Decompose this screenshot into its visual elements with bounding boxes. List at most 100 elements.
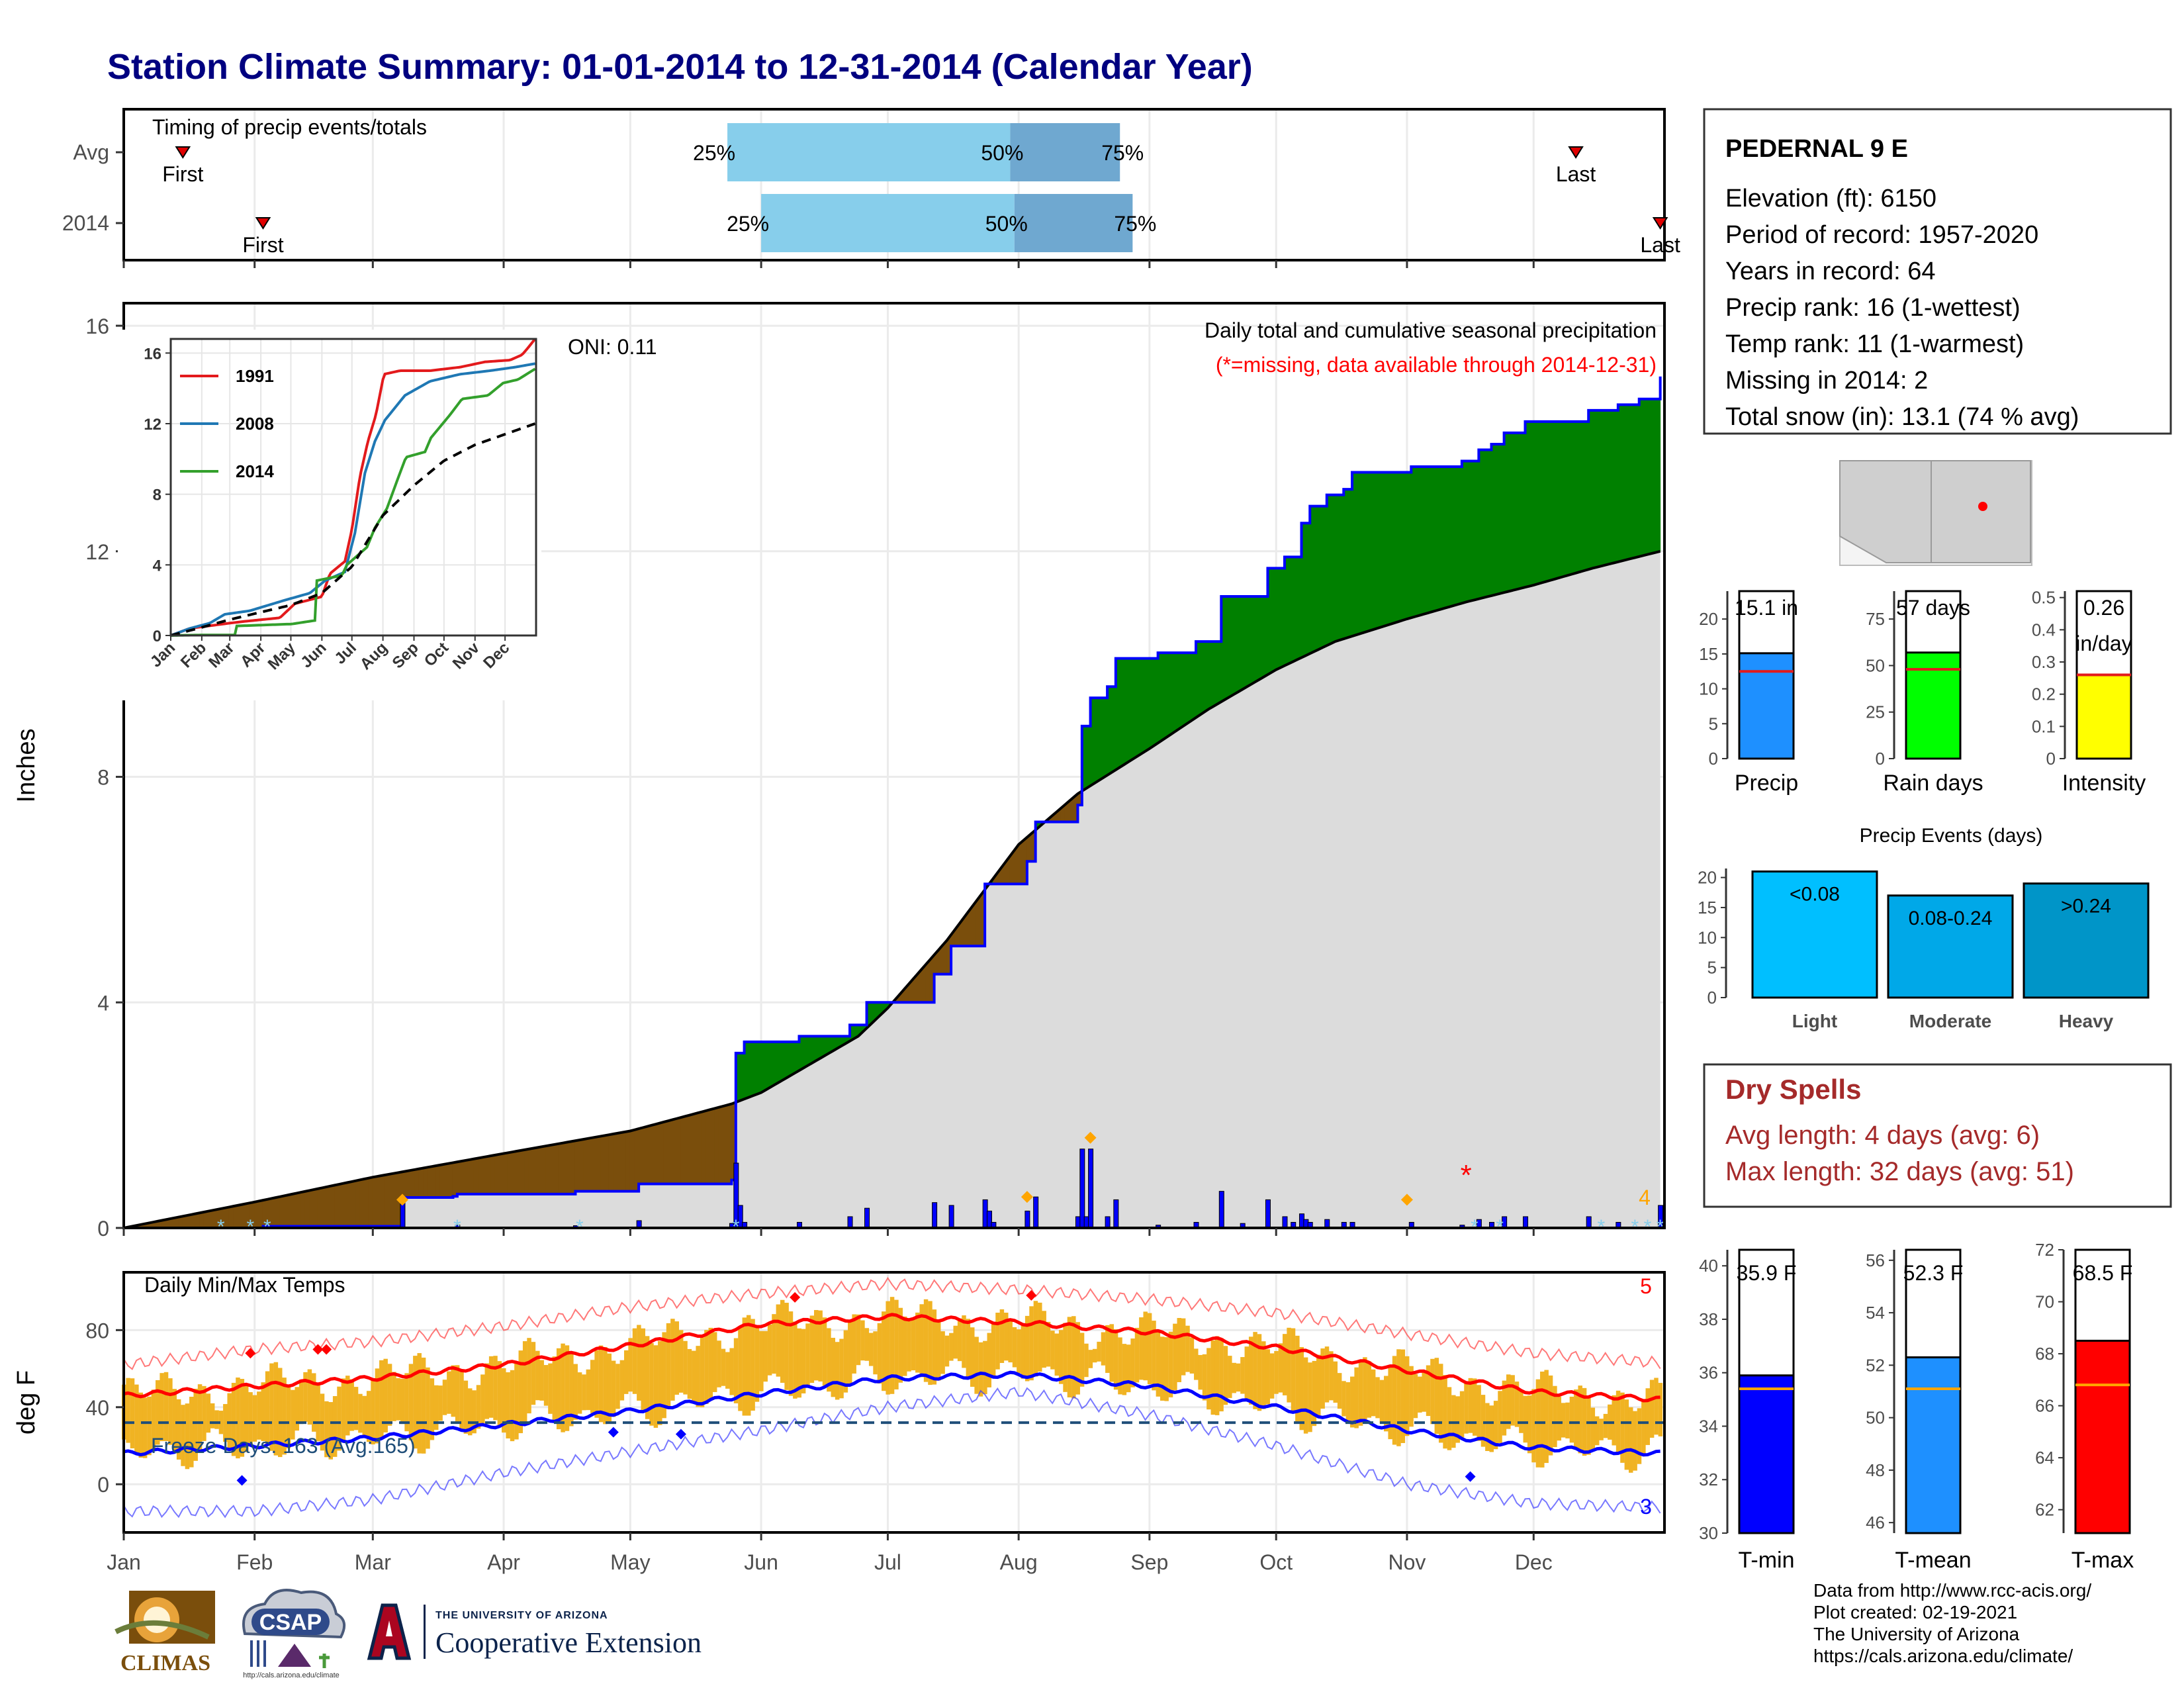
difference-fill <box>1314 506 1319 653</box>
daily-temp-range-bar <box>835 1342 840 1400</box>
daily-temp-range-bar <box>974 1336 979 1394</box>
climas-emblem-icon: CLIMAS <box>114 1591 215 1675</box>
daily-temp-range-bar <box>919 1304 924 1378</box>
mini-y-label: 66 <box>2035 1396 2054 1416</box>
month-label: Nov <box>1388 1550 1426 1574</box>
daily-temp-range-bar <box>1379 1380 1385 1424</box>
difference-fill <box>689 1113 694 1185</box>
daily-temp-range-bar <box>692 1350 696 1404</box>
station-detail: Missing in 2014: 2 <box>1725 367 1928 395</box>
difference-fill <box>588 1137 593 1192</box>
daily-precip-bar <box>1218 1191 1224 1229</box>
difference-fill <box>651 1123 657 1185</box>
difference-fill <box>655 1122 660 1185</box>
difference-fill <box>402 1170 407 1198</box>
daily-temp-range-bar <box>1363 1357 1367 1422</box>
difference-fill <box>1609 410 1614 565</box>
mini-y-label: 25 <box>1866 702 1885 722</box>
difference-fill <box>592 1136 597 1192</box>
daily-temp-range-bar <box>1008 1320 1013 1363</box>
daily-temp-range-bar <box>822 1317 827 1386</box>
daily-temp-range-bar <box>307 1369 312 1425</box>
daily-temp-range-bar <box>1544 1370 1549 1464</box>
difference-fill <box>1529 421 1534 587</box>
daily-temp-range-bar <box>1079 1333 1085 1387</box>
difference-fill <box>1410 466 1416 618</box>
daily-temp-range-bar <box>767 1324 772 1376</box>
daily-temp-range-bar <box>860 1320 865 1361</box>
month-label: Jul <box>874 1550 901 1574</box>
daily-temp-range-bar <box>1324 1346 1330 1403</box>
daily-temp-range-bar <box>527 1338 531 1414</box>
difference-fill <box>283 1194 289 1227</box>
mini-y-label: 0.5 <box>2032 588 2056 608</box>
daily-temp-range-bar <box>1303 1357 1308 1434</box>
daily-temp-range-bar <box>433 1385 439 1430</box>
difference-fill <box>1491 444 1496 596</box>
difference-fill <box>1600 410 1606 567</box>
difference-fill <box>224 1206 230 1229</box>
daily-temp-range-bar <box>455 1365 460 1423</box>
daily-temp-range-bar <box>417 1353 422 1454</box>
daily-temp-range-bar <box>637 1325 641 1401</box>
difference-fill <box>1284 556 1289 667</box>
difference-fill <box>300 1191 306 1227</box>
daily-temp-range-bar <box>1527 1395 1532 1454</box>
difference-fill <box>1474 461 1479 600</box>
difference-fill <box>279 1195 285 1227</box>
difference-fill <box>1630 404 1635 559</box>
difference-fill <box>634 1128 639 1192</box>
daily-temp-range-bar <box>1092 1348 1097 1363</box>
daily-temp-range-bar <box>805 1323 810 1388</box>
difference-fill <box>317 1187 323 1227</box>
daily-temp-range-bar <box>983 1340 987 1395</box>
daily-temp-range-bar <box>1287 1327 1291 1403</box>
difference-fill <box>697 1111 703 1185</box>
daily-temp-range-bar <box>1506 1374 1511 1429</box>
daily-temp-range-bar <box>944 1335 950 1367</box>
difference-fill <box>773 1041 779 1086</box>
quartile-bar-lower <box>727 123 1011 181</box>
difference-fill <box>309 1189 314 1227</box>
difference-fill <box>499 1152 504 1195</box>
difference-fill <box>604 1134 610 1192</box>
daily-temp-range-bar <box>725 1352 730 1389</box>
daily-temp-range-bar <box>400 1378 405 1425</box>
difference-fill <box>1381 472 1387 628</box>
daily-temp-range-bar <box>793 1321 797 1399</box>
difference-fill <box>473 1157 479 1195</box>
y-axis-label: deg F <box>13 1370 40 1434</box>
daily-temp-range-bar <box>1088 1350 1093 1368</box>
daily-temp-range-bar <box>138 1392 144 1458</box>
mini-bar-value <box>1738 1374 1795 1534</box>
mini-y-label: 32 <box>1699 1470 1718 1489</box>
daily-temp-range-bar <box>1181 1318 1186 1376</box>
daily-temp-range-bar <box>1548 1375 1553 1456</box>
daily-temp-range-bar <box>987 1333 992 1387</box>
daily-temp-range-bar <box>337 1386 341 1451</box>
p50-label: 50% <box>985 212 1028 236</box>
daily-temp-range-bar <box>999 1309 1005 1363</box>
daily-precip-bar <box>1105 1216 1111 1229</box>
y-tick-label: 16 <box>85 314 109 338</box>
daily-precip-bar <box>847 1216 853 1229</box>
month-label: Jun <box>744 1550 778 1574</box>
difference-fill <box>625 1130 631 1192</box>
difference-fill <box>1495 444 1500 595</box>
difference-fill <box>435 1164 441 1198</box>
daily-temp-range-bar <box>1553 1385 1557 1448</box>
daily-temp-range-bar <box>1345 1382 1351 1423</box>
daily-temp-range-bar <box>1046 1321 1051 1367</box>
difference-fill <box>1423 466 1429 615</box>
daily-temp-range-bar <box>1649 1380 1655 1438</box>
month-label: Apr <box>487 1550 520 1574</box>
daily-temp-range-bar <box>1489 1405 1494 1452</box>
daily-temp-range-bar <box>126 1378 130 1443</box>
difference-fill <box>764 1041 770 1091</box>
inset-series-line <box>170 422 536 637</box>
difference-fill <box>444 1162 449 1198</box>
daily-temp-range-bar <box>1219 1338 1224 1412</box>
difference-fill <box>815 1035 821 1062</box>
difference-fill <box>212 1209 217 1229</box>
daily-temp-range-bar <box>176 1399 181 1460</box>
